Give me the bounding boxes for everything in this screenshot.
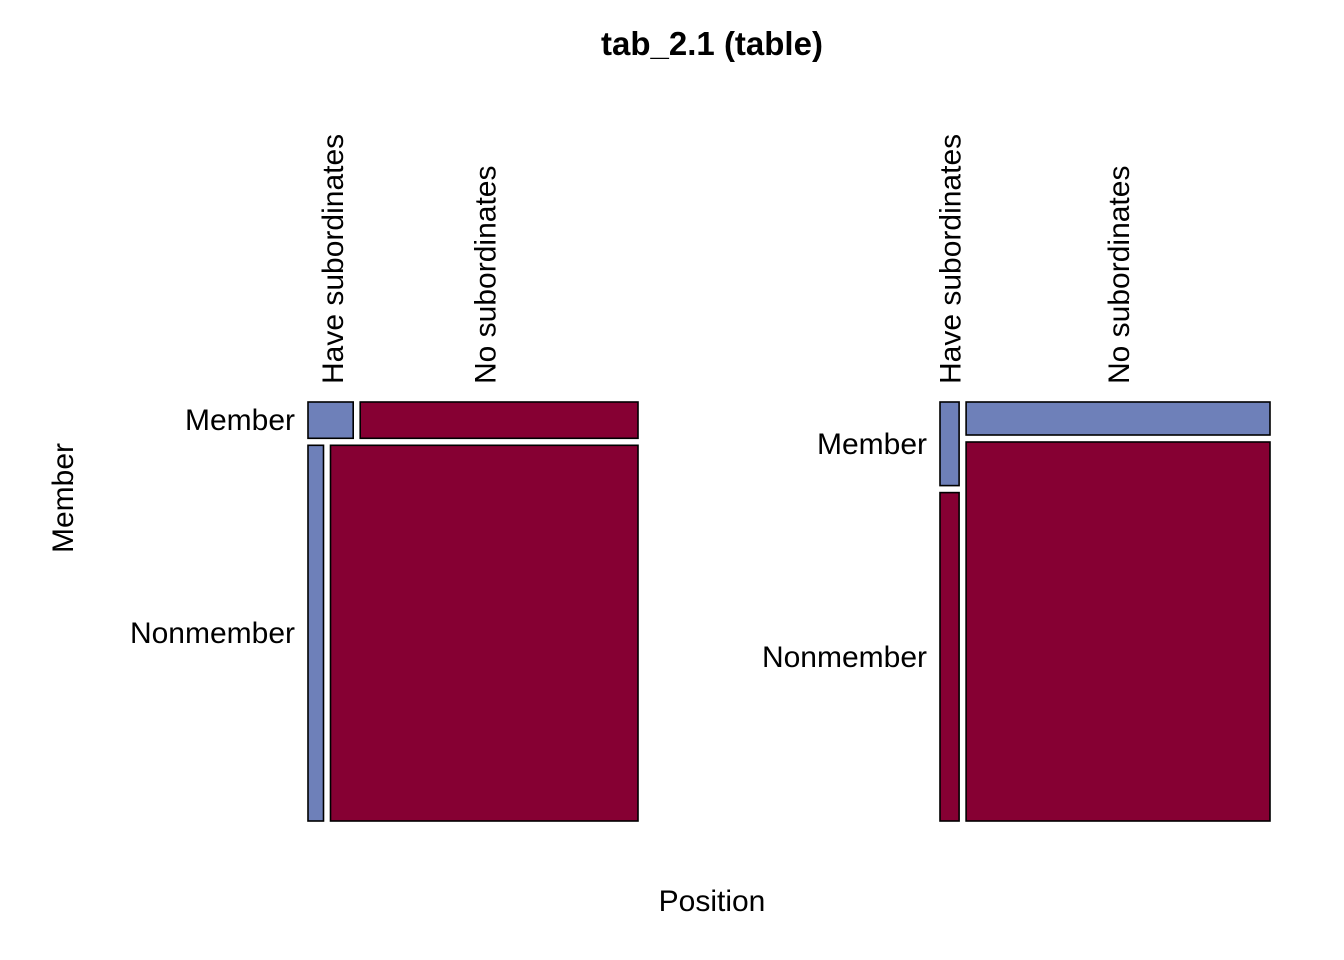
col-label-panel2-no-subordinates: No subordinates — [1103, 166, 1136, 384]
x-axis-label: Position — [659, 885, 766, 918]
tile-panel2-no-subordinates-member — [965, 401, 1271, 436]
tile-panel1-member-no-subordinates — [359, 401, 639, 440]
col-label-panel1-have-subordinates: Have subordinates — [317, 134, 350, 384]
tile-panel1-nonmember-no-subordinates — [329, 444, 639, 822]
row-label-panel2-member: Member — [817, 428, 927, 461]
row-label-panel2-nonmember: Nonmember — [762, 641, 927, 674]
col-label-panel2-have-subordinates: Have subordinates — [935, 134, 968, 384]
tile-panel2-no-subordinates-nonmember — [965, 441, 1271, 822]
row-label-panel1-member: Member — [185, 404, 295, 437]
row-label-panel1-nonmember: Nonmember — [130, 617, 295, 650]
tile-panel2-have-subordinates-member — [939, 401, 960, 487]
y-axis-label: Member — [47, 443, 80, 553]
tile-panel1-member-have-subordinates — [307, 401, 355, 440]
tile-panel1-nonmember-have-subordinates — [307, 444, 325, 822]
chart-title: tab_2.1 (table) — [601, 25, 823, 62]
col-label-panel1-no-subordinates: No subordinates — [469, 166, 502, 384]
tile-panel2-have-subordinates-nonmember — [939, 491, 960, 822]
mosaic-panels: Have subordinates No subordinates Member No… — [130, 134, 1271, 822]
